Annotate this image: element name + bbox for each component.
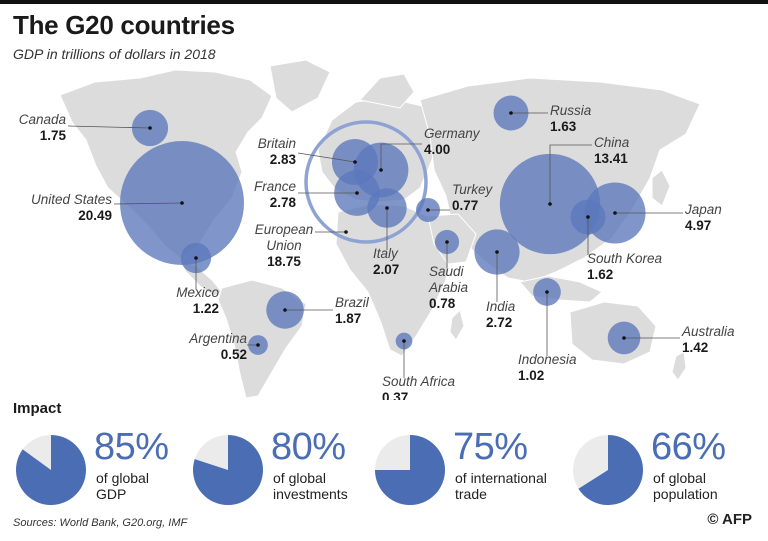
label-name-mexico: Mexico (176, 285, 219, 300)
impact-percent: 85% (94, 426, 169, 468)
label-value-united-states: 20.49 (78, 208, 112, 223)
land-japan (651, 169, 671, 207)
label-value-european-union: 18.75 (267, 254, 301, 269)
label-value-italy: 2.07 (373, 262, 399, 277)
dot-south-korea (586, 215, 590, 219)
label-name-japan: Japan (684, 202, 722, 217)
impact-stat-of-global-investments: 80% of global investments (191, 426, 381, 510)
label-name-france: France (254, 179, 296, 194)
land-madagascar (449, 309, 465, 341)
label-name-australia: Australia (681, 324, 735, 339)
label-name-south-africa: South Africa (382, 374, 456, 389)
label-value-brazil: 1.87 (335, 311, 361, 326)
dot-south-africa (402, 339, 406, 343)
dot-britain (353, 160, 357, 164)
dot-france (355, 191, 359, 195)
label-name-britain: Britain (258, 136, 296, 151)
label-name-turkey: Turkey (452, 182, 494, 197)
pie-slice (15, 435, 87, 505)
dot-canada (148, 126, 152, 130)
leader-line-united-states (113, 202, 183, 205)
dot-european-union (344, 230, 348, 234)
label-value-mexico: 1.22 (193, 301, 219, 316)
label-value-argentina: 0.52 (221, 347, 247, 362)
dot-turkey (426, 208, 430, 212)
label-name-indonesia: Indonesia (518, 352, 577, 367)
label-name-india: India (486, 299, 516, 314)
european-union-ring (304, 120, 428, 244)
label-value-turkey: 0.77 (452, 198, 478, 213)
top-rule (0, 0, 768, 4)
impact-stat-of-global-population: 66% of global population (571, 426, 761, 510)
page-subtitle: GDP in trillions of dollars in 2018 (13, 46, 216, 62)
dot-china (548, 202, 552, 206)
source-note: Sources: World Bank, G20.org, IMF (13, 517, 188, 529)
dot-germany (379, 168, 383, 172)
dot-brazil (283, 308, 287, 312)
pie-slice (375, 435, 445, 505)
dot-saudi-arabia (445, 240, 449, 244)
impact-description: of international trade (455, 470, 547, 502)
pie-chart (375, 435, 445, 505)
label-name-european-union: European Union (255, 222, 314, 253)
label-name-germany: Germany (424, 126, 481, 141)
label-value-saudi-arabia: 0.78 (429, 296, 456, 311)
land-new-zealand (671, 351, 687, 381)
label-name-brazil: Brazil (335, 295, 370, 310)
label-value-france: 2.78 (270, 195, 297, 210)
pie-chart (193, 435, 263, 505)
impact-percent: 66% (651, 426, 726, 468)
leader-line-britain (297, 152, 356, 163)
dot-india (495, 250, 499, 254)
impact-description: of global GDP (96, 470, 149, 502)
land-greenland (269, 59, 331, 113)
pie-slice (578, 435, 643, 505)
label-name-china: China (594, 135, 630, 150)
label-name-saudi-arabia: Saudi Arabia (428, 264, 469, 295)
impact-description: of global population (653, 470, 718, 502)
leader-line-germany (380, 143, 422, 170)
pie-chart (573, 435, 643, 505)
dot-italy (385, 206, 389, 210)
label-value-south-africa: 0.37 (382, 390, 408, 400)
label-value-japan: 4.97 (685, 218, 711, 233)
label-value-canada: 1.75 (40, 128, 67, 143)
dot-argentina (256, 343, 260, 347)
label-value-china: 13.41 (594, 151, 628, 166)
leader-line-china (549, 144, 592, 204)
dot-indonesia (545, 290, 549, 294)
label-value-germany: 4.00 (424, 142, 450, 157)
label-name-russia: Russia (550, 103, 592, 118)
label-name-argentina: Argentina (188, 331, 247, 346)
impact-stat-of-global-gdp: 85% of global GDP (14, 426, 204, 510)
afp-credit: © AFP (707, 511, 752, 528)
label-value-britain: 2.83 (270, 152, 297, 167)
dot-japan (613, 211, 617, 215)
impact-percent: 75% (453, 426, 528, 468)
label-value-india: 2.72 (486, 315, 512, 330)
impact-percent: 80% (271, 426, 346, 468)
label-name-south-korea: South Korea (587, 251, 663, 266)
leader-line-canada (67, 125, 151, 129)
label-value-south-korea: 1.62 (587, 267, 613, 282)
label-name-canada: Canada (19, 112, 67, 127)
page-title: The G20 countries (13, 10, 235, 40)
label-value-australia: 1.42 (682, 340, 708, 355)
pie-slice (193, 435, 263, 505)
impact-stat-of-international-trade: 75% of international trade (373, 426, 563, 510)
label-name-italy: Italy (373, 246, 399, 261)
label-value-russia: 1.63 (550, 119, 577, 134)
dot-mexico (194, 256, 198, 260)
impact-title: Impact (13, 400, 62, 417)
dot-russia (509, 111, 513, 115)
dot-united-states (180, 201, 184, 205)
pie-chart (15, 435, 87, 505)
land-scandinavia (359, 73, 415, 109)
dot-australia (622, 336, 626, 340)
impact-description: of global investments (273, 470, 348, 502)
label-value-indonesia: 1.02 (518, 368, 544, 383)
label-name-united-states: United States (31, 192, 112, 207)
